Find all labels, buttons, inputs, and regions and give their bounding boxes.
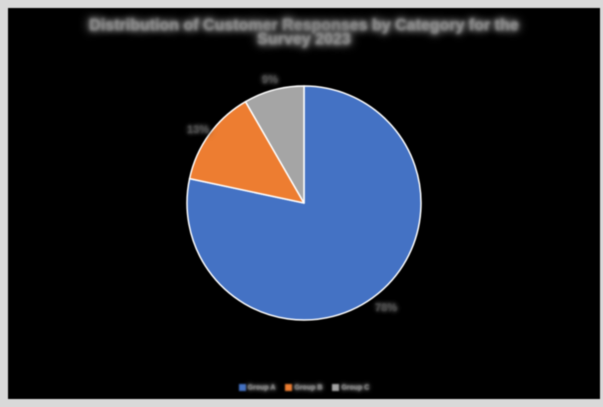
- svg-text:13%: 13%: [187, 124, 209, 136]
- svg-text:9%: 9%: [262, 74, 278, 86]
- svg-text:78%: 78%: [375, 302, 397, 314]
